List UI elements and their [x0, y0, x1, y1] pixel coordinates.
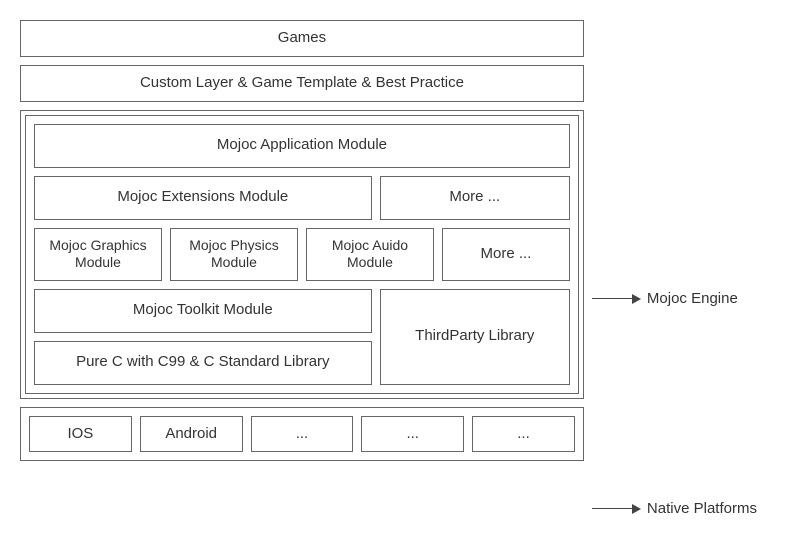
arrow-icon	[592, 504, 641, 514]
layer-stack: Games Custom Layer & Game Template & Bes…	[20, 20, 584, 461]
app-module: Mojoc Application Module	[34, 124, 570, 168]
audio-module: Mojoc Auido Module	[306, 228, 434, 281]
row-extensions: Mojoc Extensions Module More ...	[34, 176, 570, 220]
toolkit-module: Mojoc Toolkit Module	[34, 289, 372, 333]
arrow-icon	[592, 294, 641, 304]
graphics-module: Mojoc Graphics Module	[34, 228, 162, 281]
engine-inner: Mojoc Application Module Mojoc Extension…	[25, 115, 579, 394]
row-bottom: Mojoc Toolkit Module Pure C with C99 & C…	[34, 289, 570, 385]
platform-more-2: ...	[361, 416, 464, 453]
platform-more-3: ...	[472, 416, 575, 453]
thirdparty-library: ThirdParty Library	[380, 289, 570, 385]
architecture-diagram: Games Custom Layer & Game Template & Bes…	[20, 20, 770, 540]
row-modules: Mojoc Graphics Module Mojoc Physics Modu…	[34, 228, 570, 281]
label-engine-text: Mojoc Engine	[647, 290, 738, 307]
layer-games: Games	[20, 20, 584, 57]
engine-container: Mojoc Application Module Mojoc Extension…	[20, 110, 584, 399]
platform-android: Android	[140, 416, 243, 453]
physics-module: Mojoc Physics Module	[170, 228, 298, 281]
platform-ios: IOS	[29, 416, 132, 453]
label-platforms: Native Platforms	[592, 500, 757, 517]
side-labels: Mojoc Engine Native Platforms	[592, 20, 770, 540]
extensions-more: More ...	[380, 176, 570, 220]
extensions-module: Mojoc Extensions Module	[34, 176, 372, 220]
label-engine: Mojoc Engine	[592, 290, 738, 307]
row-platforms: IOS Android ... ... ...	[29, 416, 575, 453]
label-platforms-text: Native Platforms	[647, 500, 757, 517]
modules-more: More ...	[442, 228, 570, 281]
bottom-left: Mojoc Toolkit Module Pure C with C99 & C…	[34, 289, 372, 385]
platforms-container: IOS Android ... ... ...	[20, 407, 584, 462]
purec-module: Pure C with C99 & C Standard Library	[34, 341, 372, 385]
platform-more-1: ...	[251, 416, 354, 453]
layer-custom: Custom Layer & Game Template & Best Prac…	[20, 65, 584, 102]
